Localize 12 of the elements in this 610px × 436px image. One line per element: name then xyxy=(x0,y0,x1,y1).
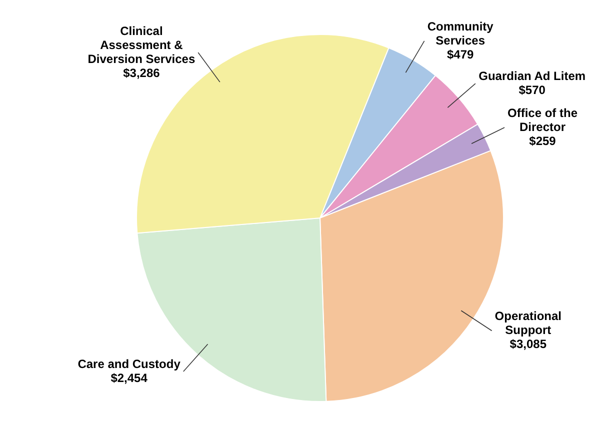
data-label: $3,085 xyxy=(510,337,547,352)
data-label: $570 xyxy=(518,82,546,97)
slice-label: Community Services xyxy=(427,19,494,48)
slice-label: Guardian Ad Litem xyxy=(478,68,586,83)
slice-label: Office of the Director xyxy=(507,106,578,134)
data-label: $479 xyxy=(446,47,474,62)
slice-label: Operational Support xyxy=(494,309,562,338)
data-label: $2,454 xyxy=(110,370,148,385)
slice-label: Care and Custody xyxy=(78,356,181,371)
slice-label: Clinical Assessment & Diversion Services xyxy=(88,24,196,66)
data-label: $259 xyxy=(529,134,556,148)
data-label: $3,286 xyxy=(123,66,160,80)
